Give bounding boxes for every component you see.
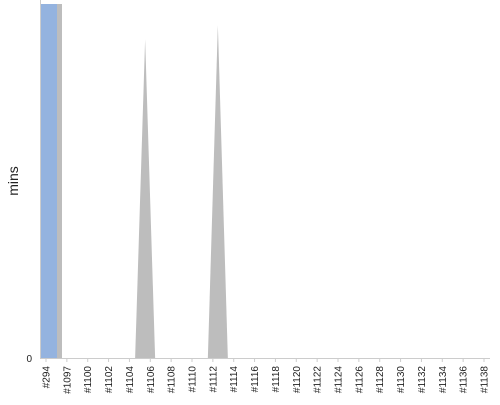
- series-area-1-spike-9: [135, 39, 156, 359]
- x-tick-label-8: #1112: [208, 366, 219, 393]
- x-tick-label-13: #1122: [313, 366, 324, 394]
- x-tick-label-16: #1128: [375, 366, 386, 394]
- y-tick-layer: 0: [26, 354, 32, 365]
- series-area-1-spike-16: [207, 25, 228, 359]
- y-axis-label: mins: [5, 166, 21, 196]
- x-tick-label-12: #1120: [292, 366, 303, 394]
- x-tick-label-20: #1136: [459, 366, 470, 394]
- x-tick-label-9: #1114: [229, 366, 240, 393]
- x-tick-label-18: #1132: [417, 366, 428, 394]
- series-layer: [41, 4, 228, 359]
- x-tick-label-14: #1124: [334, 366, 345, 394]
- x-tick-layer: #294 #1097 #1100 #1102 #1104 #1106 #1108 #1110 #…: [42, 358, 491, 394]
- series-area-0-point-0: [41, 4, 57, 358]
- x-tick-label-3: #1102: [104, 366, 115, 394]
- y-tick-label-0: 0: [26, 354, 32, 365]
- x-tick-label-7: #1110: [188, 366, 199, 393]
- x-tick-label-1: #1097: [62, 366, 73, 394]
- x-tick-label-4: #1104: [125, 366, 136, 394]
- x-tick-label-21: #1138: [480, 366, 491, 394]
- x-tick-label-5: #1106: [146, 366, 157, 394]
- x-tick-label-10: #1116: [250, 366, 261, 393]
- x-tick-label-15: #1126: [354, 366, 365, 394]
- x-tick-label-6: #1108: [167, 366, 178, 394]
- x-tick-label-17: #1130: [396, 366, 407, 394]
- x-tick-label-0: #294: [42, 366, 53, 389]
- x-tick-label-19: #1134: [438, 366, 449, 394]
- x-tick-label-11: #1118: [271, 366, 282, 393]
- x-tick-label-2: #1100: [83, 366, 94, 394]
